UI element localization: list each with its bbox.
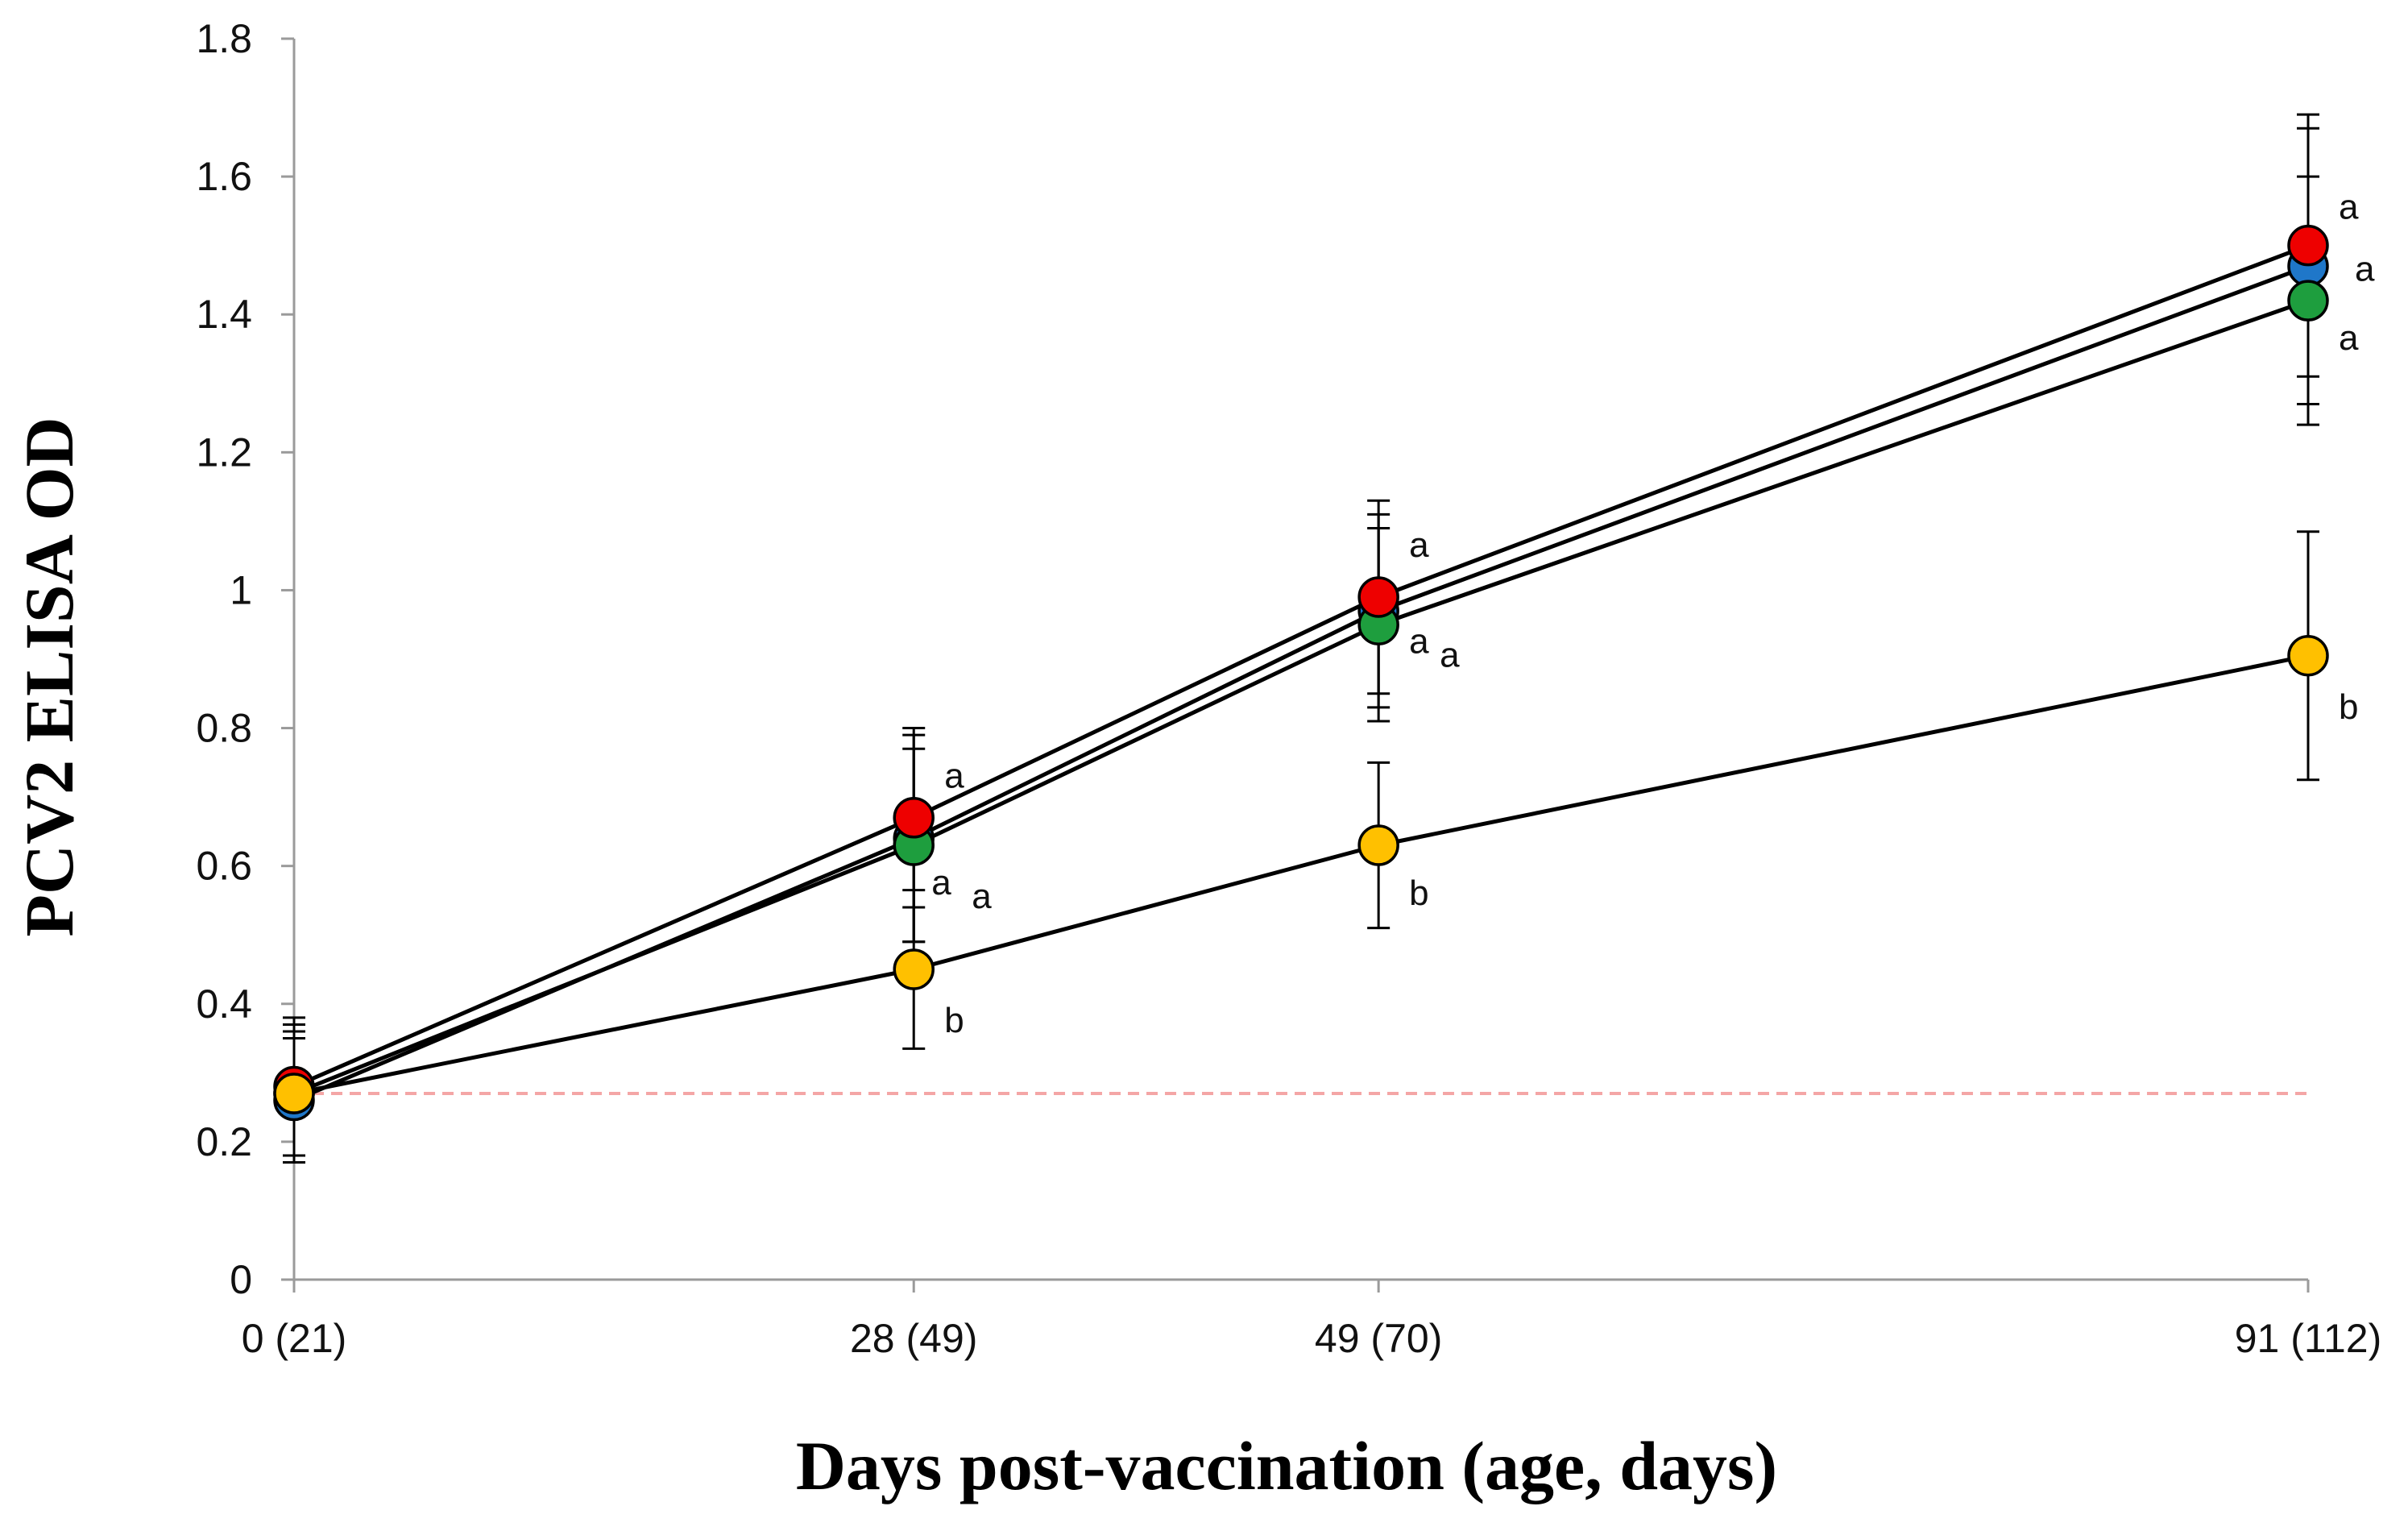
y-tick-label: 1.2	[196, 429, 252, 475]
significance-letter: a	[2339, 318, 2359, 358]
y-tick-label: 1.8	[196, 16, 252, 61]
significance-letter: a	[2355, 250, 2375, 289]
significance-letter: a	[1409, 622, 1429, 662]
y-tick-label: 1.4	[196, 292, 252, 337]
error-bars	[283, 113, 2319, 1164]
data-point	[2287, 634, 2329, 677]
data-point	[893, 948, 935, 990]
data-point	[1357, 576, 1399, 618]
x-tick-label: 0 (21)	[242, 1316, 347, 1361]
significance-letter: b	[944, 1001, 964, 1040]
data-point	[273, 1073, 315, 1114]
y-tick-label: 0.2	[196, 1119, 252, 1164]
y-tick-label: 0.4	[196, 981, 252, 1027]
y-tick-label: 0.8	[196, 706, 252, 751]
significance-letter: a	[1440, 636, 1460, 675]
data-points	[273, 224, 2329, 1122]
significance-letter: a	[944, 756, 964, 795]
series-lines	[293, 243, 2309, 1102]
series-line	[293, 654, 2309, 1096]
data-point	[2287, 280, 2329, 322]
y-tick-label: 1	[230, 567, 252, 612]
y-tick-label: 0	[230, 1257, 252, 1302]
data-point	[893, 797, 935, 839]
y-tick-label: 0.6	[196, 844, 252, 889]
x-axis-title: Days post-vaccination (age, days)	[796, 1427, 1777, 1504]
significance-letter: a	[1409, 525, 1429, 565]
x-tick-label: 49 (70)	[1315, 1316, 1442, 1361]
y-tick-label: 1.6	[196, 154, 252, 199]
significance-letter: a	[972, 877, 992, 916]
x-tick-label: 91 (112)	[2235, 1316, 2382, 1361]
significance-letter: a	[2339, 188, 2359, 227]
significance-letter: b	[1409, 873, 1428, 913]
significance-letter: b	[2339, 687, 2358, 727]
data-point	[2287, 224, 2329, 267]
series-line	[293, 263, 2309, 1102]
x-tick-label: 28 (49)	[850, 1316, 977, 1361]
significance-letter: a	[931, 863, 951, 903]
series-line	[293, 243, 2309, 1089]
series-line	[293, 298, 2309, 1096]
ticks: 0 0.2 0.4 0.6 0.8 1 1.2 1.4 1.6 1.8 0 (21) 28 (49) 4…	[196, 16, 2381, 1361]
data-point	[1357, 824, 1399, 866]
y-axis-title: PCV2 ELISA OD	[10, 417, 88, 936]
